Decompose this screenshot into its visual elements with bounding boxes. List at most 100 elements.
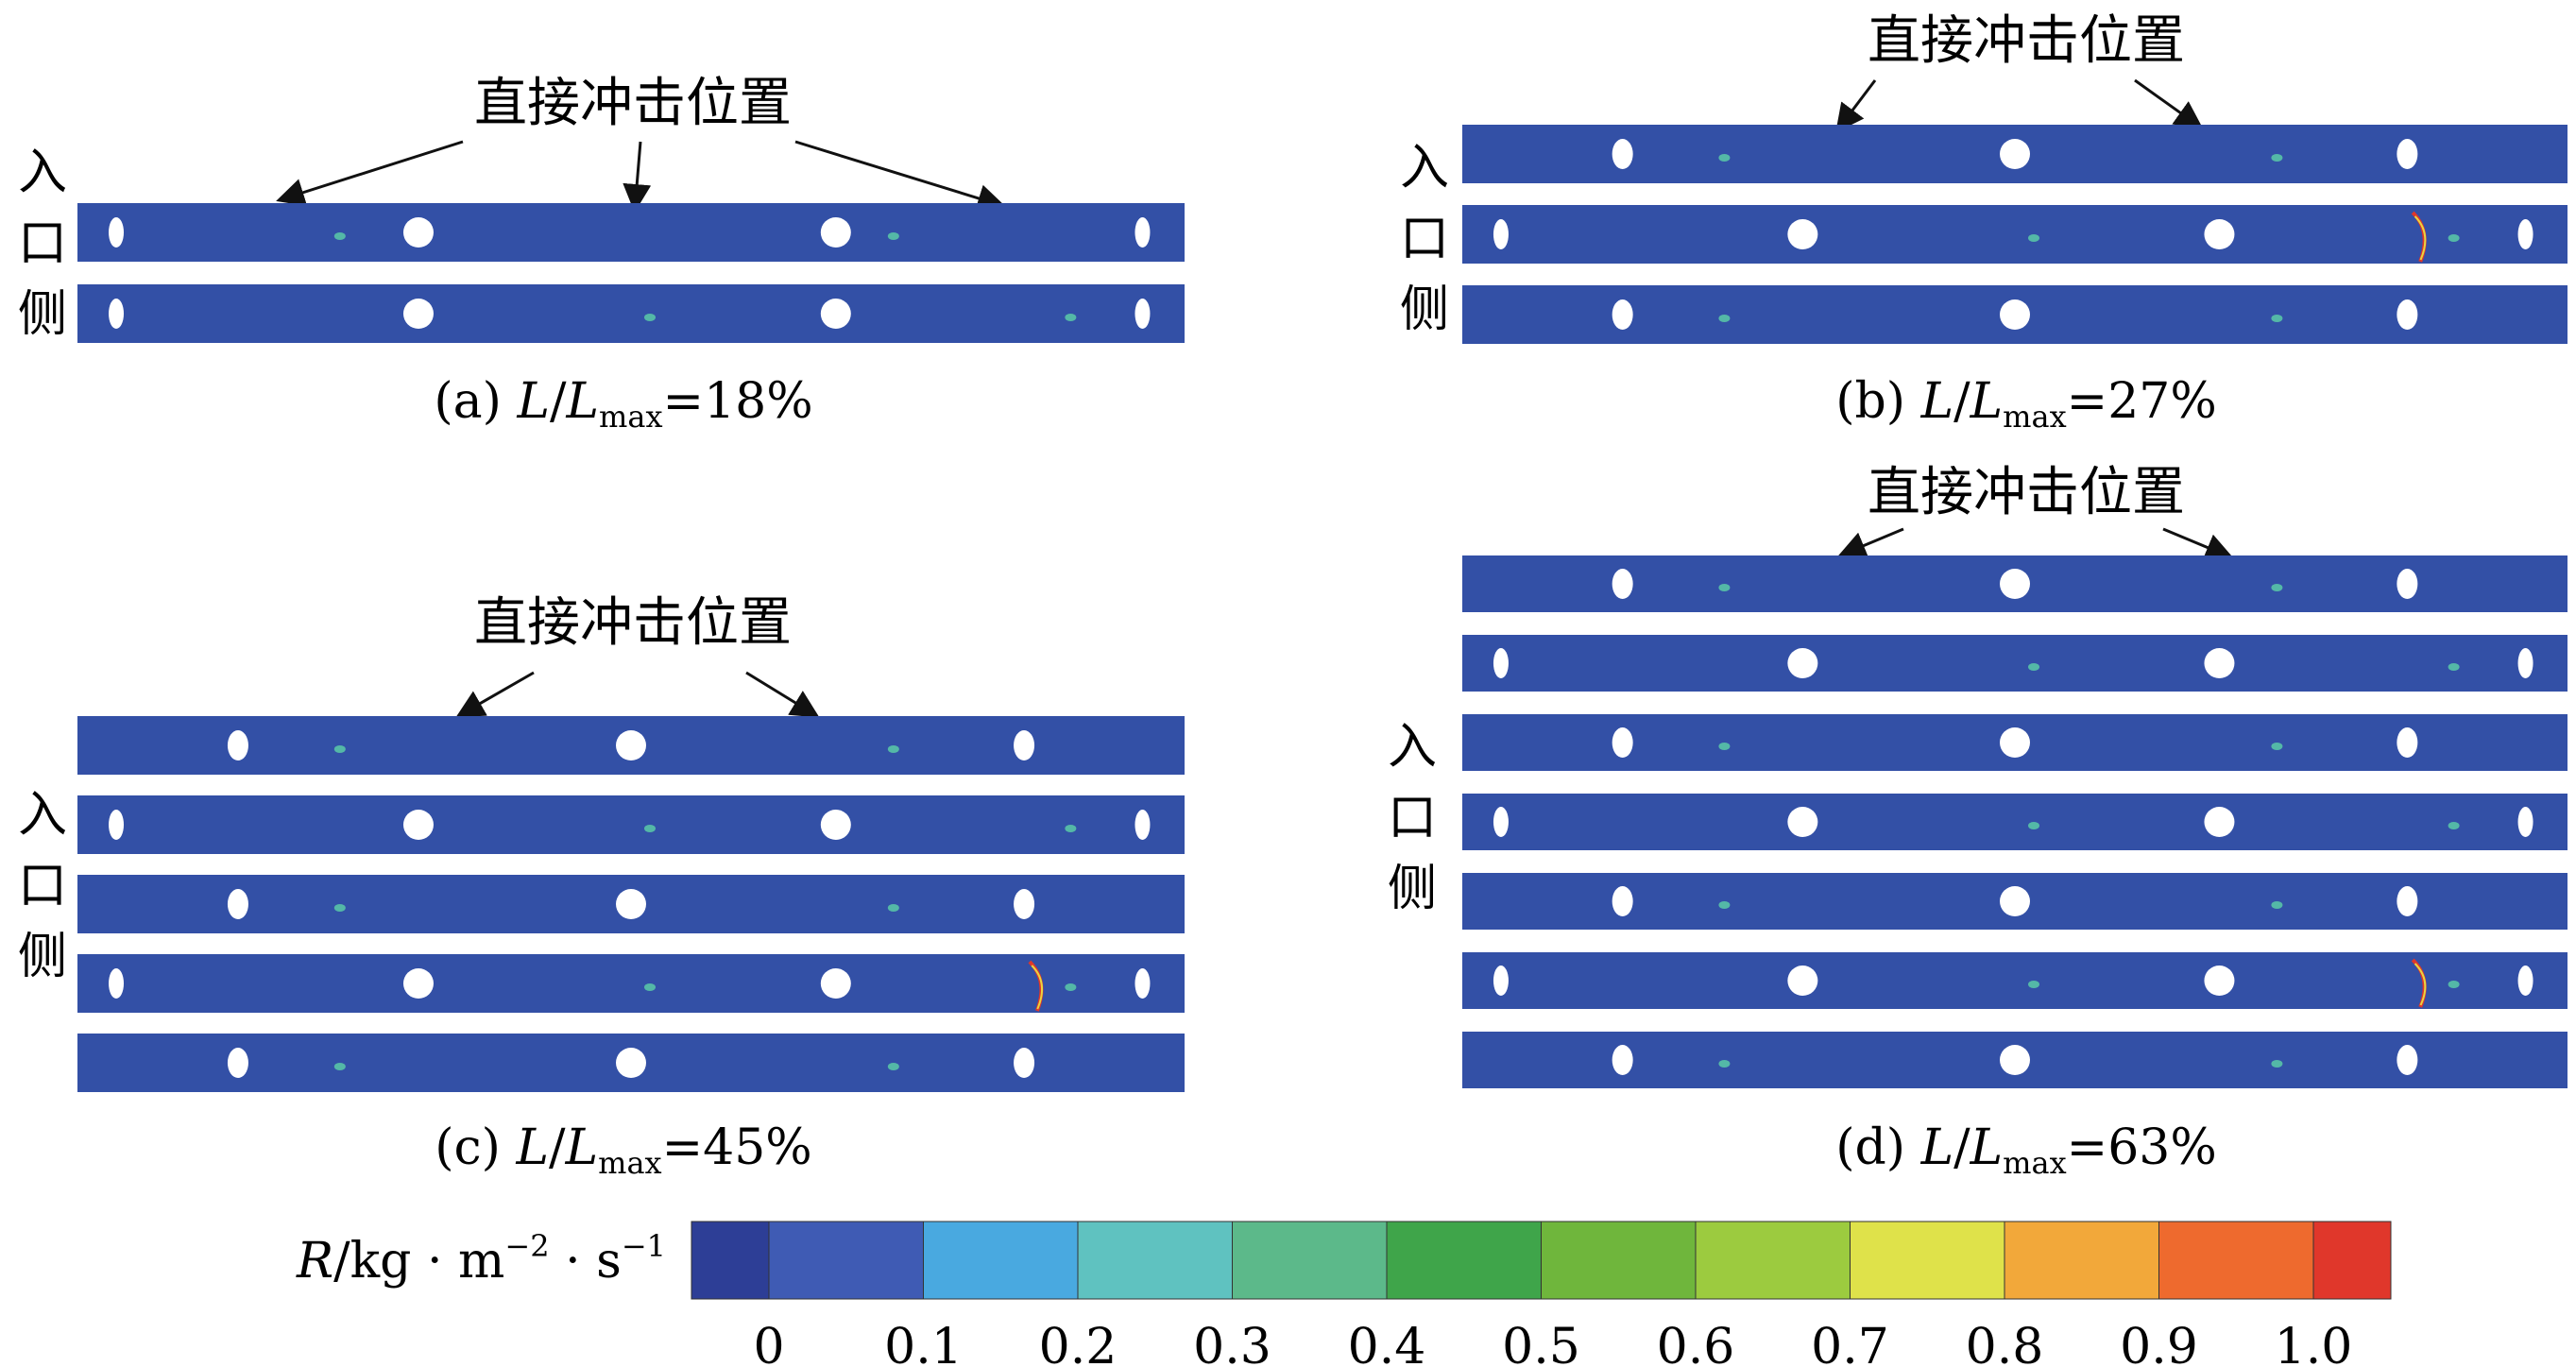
hole [616, 889, 646, 919]
hole [820, 299, 851, 329]
hole [1787, 807, 1818, 837]
colorbar-cell [2004, 1221, 2159, 1300]
hot-streak-inner [2414, 215, 2427, 261]
panel-b-arrow-1 [1835, 79, 1877, 133]
hot-spot [2448, 234, 2460, 242]
hole [1493, 219, 1509, 249]
hot-spot [333, 904, 346, 912]
hole [109, 299, 125, 329]
panel-c-arrow-1 [455, 671, 535, 718]
panel-c-annotation: 直接冲击位置 [474, 592, 792, 654]
strip [77, 1034, 1185, 1092]
hole [1134, 217, 1151, 248]
hole [820, 968, 851, 999]
strip-surface [77, 284, 1185, 343]
panel-b-annotation: 直接冲击位置 [1868, 10, 2185, 72]
panel-c-caption: (c) L/Lmax=45% [435, 1119, 811, 1181]
strip [77, 716, 1185, 775]
hot-spot [2271, 315, 2283, 322]
strip [1462, 1032, 2567, 1088]
colorbar-tick: 0.9 [2120, 1319, 2198, 1367]
hot-spot [2448, 822, 2460, 829]
hole [402, 299, 434, 329]
colorbar: R/kg · m−2 · s−1 0 0.1 0.2 0.3 0.4 0.5 0.6 0.7 0… [296, 1221, 2392, 1367]
panel-a-annotation: 直接冲击位置 [474, 73, 792, 134]
strip-surface [1462, 952, 2567, 1009]
strip [77, 954, 1185, 1013]
strip-surface [77, 795, 1185, 854]
strip-surface [1462, 635, 2567, 692]
panel-a: 直接冲击位置 入 口 侧 (a) L/Lmax=18% [18, 73, 1185, 435]
panel-d-caption: (d) L/Lmax=63% [1835, 1119, 2217, 1181]
hole [227, 730, 248, 760]
colorbar-tick: 0 [753, 1319, 784, 1367]
hole [2204, 965, 2235, 996]
panel-d-arrow-2 [2162, 527, 2234, 561]
hot-spot [333, 745, 346, 753]
hole [1014, 730, 1035, 760]
hole [1134, 810, 1151, 840]
hot-spot [887, 1063, 899, 1070]
hot-spot [333, 232, 346, 240]
hot-spot [2448, 663, 2460, 671]
hot-spot [2271, 1060, 2283, 1068]
hot-streak-inner [1031, 965, 1044, 1010]
colorbar-tick: 0.7 [1811, 1319, 1889, 1367]
panel-b-strips [1462, 125, 2567, 344]
hole [2204, 648, 2235, 678]
hole [1134, 299, 1151, 329]
panel-b-caption: (b) L/Lmax=27% [1835, 373, 2217, 435]
colorbar-cell [1541, 1221, 1697, 1300]
hole [1612, 569, 1633, 599]
hole [2000, 569, 2030, 599]
panel-d-side-label-2: 口 [1388, 790, 1437, 846]
strip [1462, 714, 2567, 771]
colorbar-cell [1695, 1221, 1851, 1300]
hole [1493, 807, 1509, 837]
strip [1462, 952, 2567, 1009]
strip [77, 795, 1185, 854]
colorbar-tick: 1.0 [2275, 1319, 2353, 1367]
hole [2000, 299, 2030, 330]
hole [2204, 807, 2235, 837]
colorbar-tick: 0.3 [1193, 1319, 1271, 1367]
strip [1462, 125, 2567, 183]
colorbar-tick: 0.1 [884, 1319, 963, 1367]
hot-streak-inner [2414, 963, 2427, 1006]
colorbar-cell [1386, 1221, 1542, 1300]
hot-spot [2271, 154, 2283, 162]
hole [2397, 139, 2418, 169]
panel-c-side-label-1: 入 [18, 787, 67, 844]
hot-spot [887, 745, 899, 753]
hole [1612, 139, 1633, 169]
hot-spot [1718, 315, 1731, 322]
hot-spot [1718, 154, 1731, 162]
hole [2397, 299, 2418, 330]
hole [2000, 727, 2030, 758]
hot-spot [1718, 901, 1731, 909]
hole [402, 217, 434, 248]
hole [1787, 965, 1818, 996]
panel-d-strips [1462, 555, 2567, 1088]
hot-spot [1718, 1060, 1731, 1068]
panel-a-arrow-2 [623, 141, 652, 213]
hole [1612, 299, 1633, 330]
hole [2397, 886, 2418, 916]
panel-c-side-label-3: 侧 [18, 929, 67, 985]
hole [1493, 648, 1509, 678]
strip-surface [77, 954, 1185, 1013]
panel-c-side-label-2: 口 [18, 858, 67, 914]
colorbar-cell [1232, 1221, 1388, 1300]
hole [616, 1048, 646, 1078]
panel-b-arrow-2 [2134, 78, 2204, 129]
strip-surface [77, 203, 1185, 262]
hole [2517, 219, 2533, 249]
hole [820, 217, 851, 248]
hole [2517, 648, 2533, 678]
hot-spot [1065, 983, 1077, 991]
hole [1134, 968, 1151, 999]
hole [2397, 727, 2418, 758]
hole [109, 968, 125, 999]
hot-spot [887, 232, 899, 240]
